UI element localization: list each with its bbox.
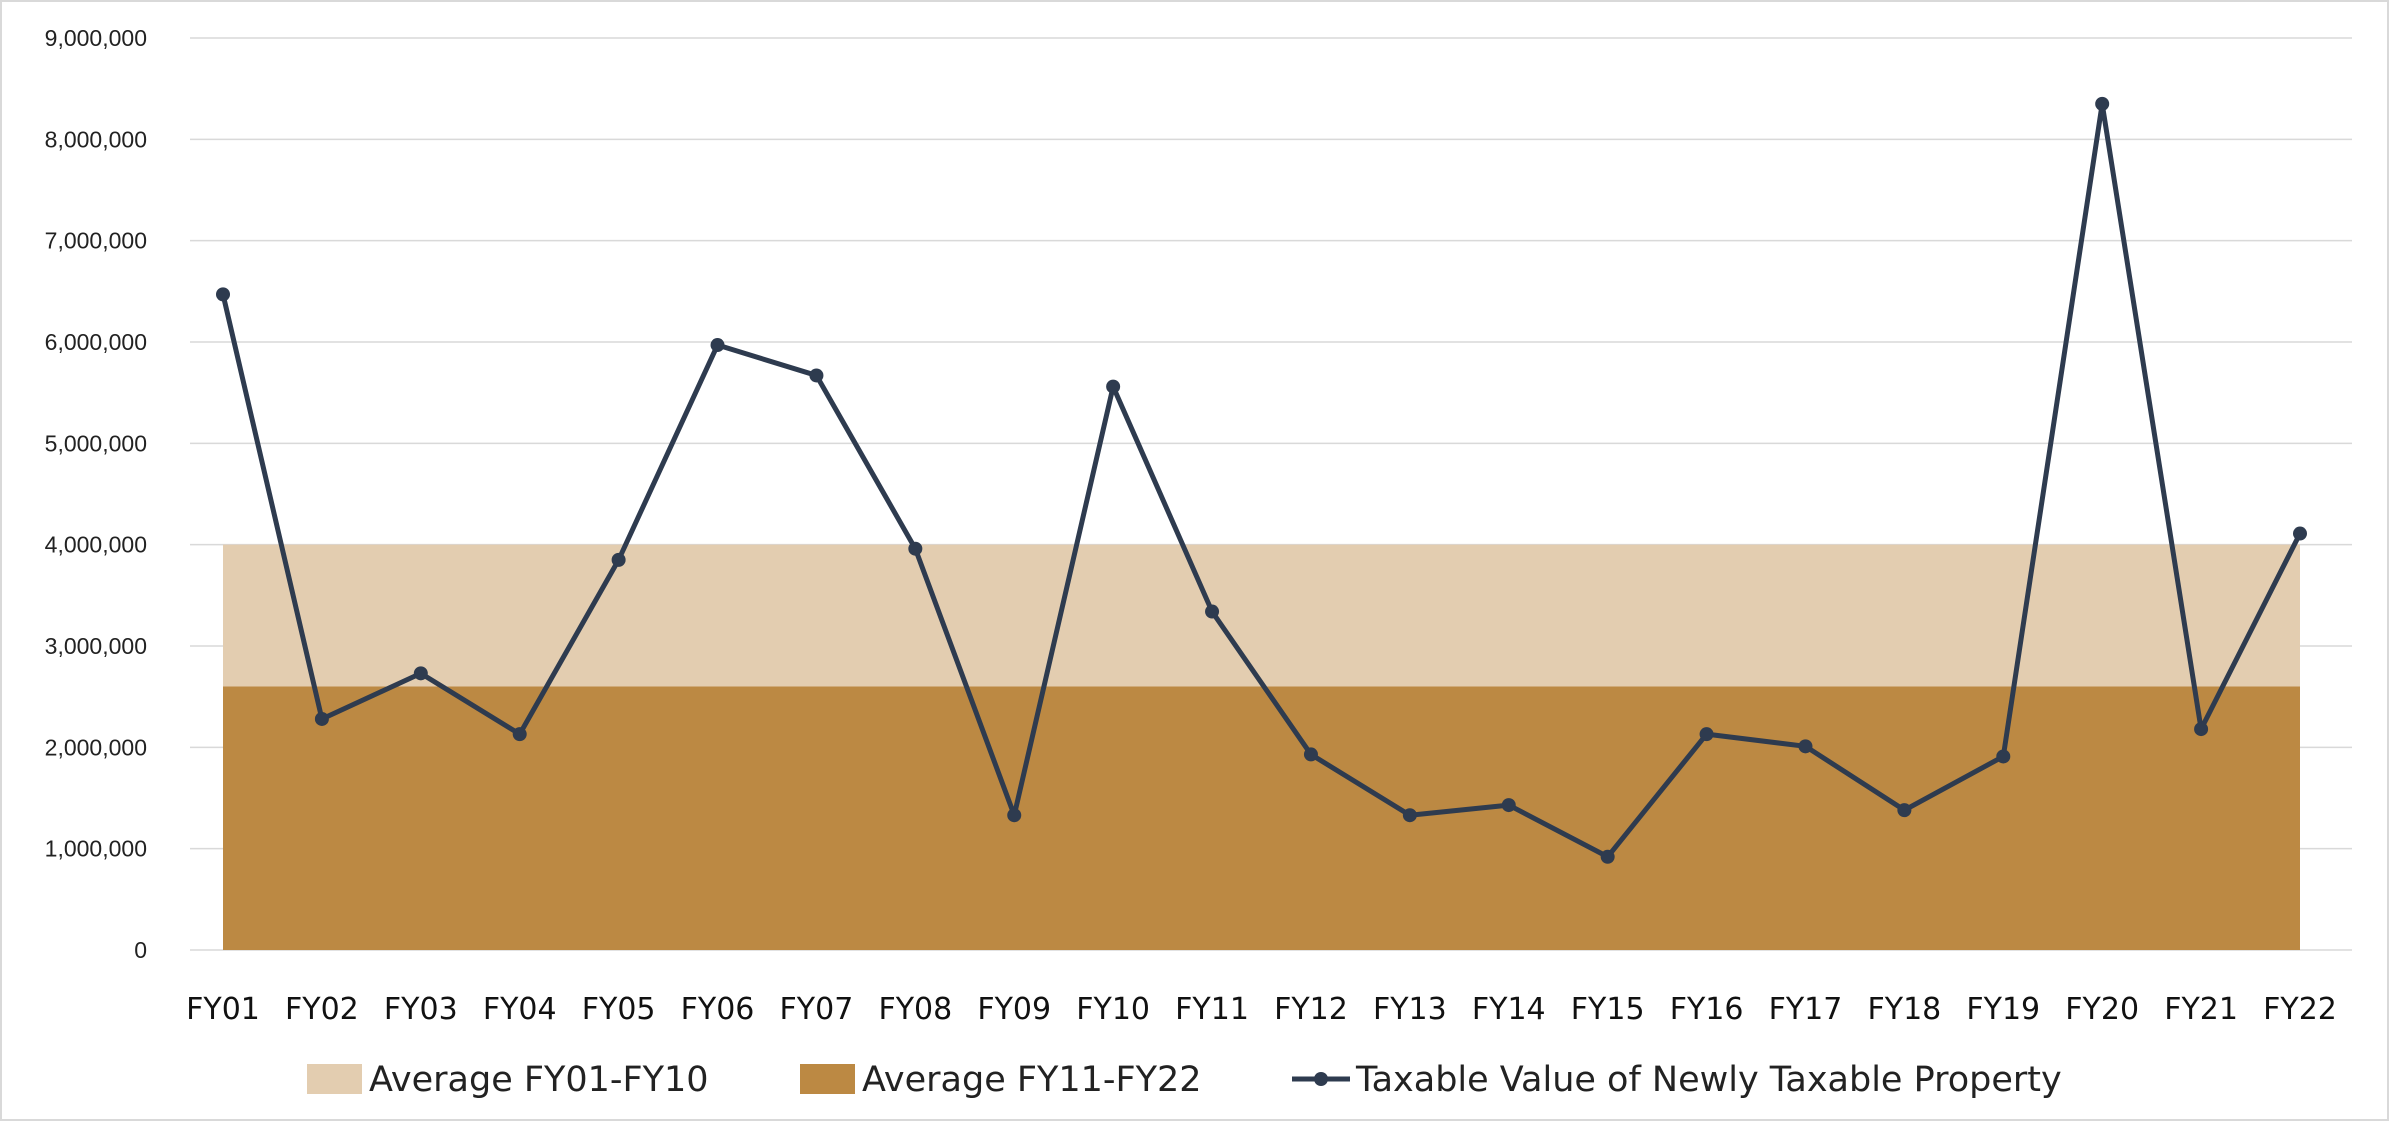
data-point (1402, 808, 1417, 823)
series-line (220, 101, 2303, 860)
data-point (1699, 727, 1714, 742)
x-tick-label: FY12 (1274, 992, 1348, 1027)
x-tick-label: FY14 (1472, 992, 1546, 1027)
x-tick-label: FY04 (483, 992, 557, 1027)
data-point (1996, 749, 2011, 764)
x-tick-label: FY01 (186, 992, 260, 1027)
data-point (2095, 96, 2110, 111)
x-tick-label: FY09 (977, 992, 1051, 1027)
legend-label: Average FY11-FY22 (862, 1060, 1202, 1100)
data-point (710, 338, 725, 353)
x-tick-label: FY05 (582, 992, 656, 1027)
x-tick-label: FY20 (2065, 992, 2139, 1027)
data-point (2293, 526, 2307, 541)
y-tick-label: 3,000,000 (45, 633, 147, 659)
x-tick-label: FY21 (2164, 992, 2238, 1027)
data-point (611, 552, 626, 567)
data-point (1205, 604, 1220, 619)
data-point (809, 368, 824, 383)
y-tick-label: 2,000,000 (45, 734, 147, 760)
line-series (216, 96, 2307, 864)
y-axis-tick-labels: 0 1,000,000 2,000,000 3,000,000 4,000,000 5,0… (45, 25, 147, 963)
x-tick-label: FY11 (1175, 992, 1249, 1027)
data-point (314, 711, 329, 726)
x-tick-label: FY19 (1966, 992, 2040, 1027)
y-tick-label: 0 (134, 937, 147, 963)
y-tick-label: 5,000,000 (45, 430, 147, 456)
x-tick-label: FY06 (681, 992, 755, 1027)
data-point (1501, 798, 1516, 813)
area-series-2 (223, 686, 2300, 950)
legend-marker (1314, 1072, 1328, 1086)
x-axis-tick-labels: FY01 FY02 FY03 FY04 FY05 FY06 FY07 FY08 FY09 FY10… (186, 992, 2337, 1027)
legend-label: Average FY01-FY10 (369, 1060, 709, 1100)
x-tick-label: FY15 (1571, 992, 1645, 1027)
data-point (1303, 747, 1318, 762)
data-point (216, 287, 230, 302)
data-point (1798, 739, 1813, 754)
x-tick-label: FY16 (1670, 992, 1744, 1027)
data-point (908, 541, 923, 556)
y-tick-label: 4,000,000 (45, 532, 147, 558)
x-tick-label: FY13 (1373, 992, 1447, 1027)
y-tick-label: 6,000,000 (45, 329, 147, 355)
data-point (1007, 808, 1022, 823)
average-areas (223, 544, 2300, 950)
x-tick-label: FY10 (1076, 992, 1150, 1027)
legend: Average FY01-FY10 Average FY11-FY22 Taxabl… (307, 1060, 2062, 1100)
x-tick-label: FY07 (780, 992, 854, 1027)
x-tick-label: FY18 (1867, 992, 1941, 1027)
x-tick-label: FY22 (2263, 992, 2337, 1027)
legend-label: Taxable Value of Newly Taxable Property (1355, 1060, 2062, 1100)
y-tick-label: 7,000,000 (45, 228, 147, 254)
legend-swatch-2 (800, 1064, 855, 1094)
y-tick-label: 8,000,000 (45, 126, 147, 152)
x-tick-label: FY02 (285, 992, 359, 1027)
data-point (413, 666, 428, 681)
x-tick-label: FY03 (384, 992, 458, 1027)
data-point (1897, 803, 1912, 818)
data-point (512, 727, 527, 742)
y-tick-label: 9,000,000 (45, 25, 147, 51)
x-tick-label: FY08 (878, 992, 952, 1027)
data-point (2194, 722, 2209, 737)
x-tick-label: FY17 (1769, 992, 1843, 1027)
legend-swatch-1 (307, 1064, 362, 1094)
data-point (1600, 849, 1615, 864)
data-point (1106, 379, 1121, 394)
y-tick-label: 1,000,000 (45, 836, 147, 862)
